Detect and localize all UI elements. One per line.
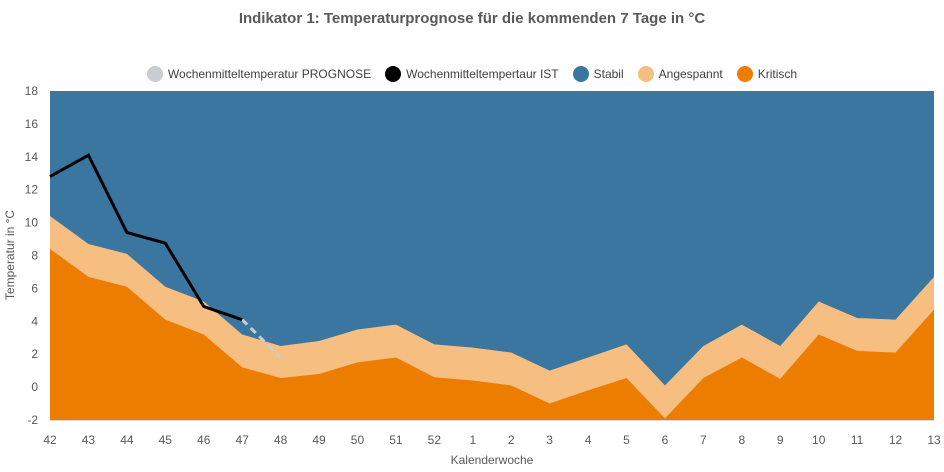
x-tick-label: 44 [120,433,134,447]
x-axis: 42 43 44 45 46 47 48 49 50 51 52 1 2 3 4 5 6 7 8 9 10 11 12 13 [43,420,941,447]
x-tick-label: 6 [662,433,669,447]
x-tick-label: 1 [469,433,476,447]
legend-item-angespannt: Angespannt [637,66,723,82]
y-axis-title: Temperatur in °C [3,210,17,300]
x-axis-title: Kalenderwoche [451,453,534,467]
x-tick-label: 7 [700,433,707,447]
legend-label: Angespannt [658,67,723,81]
area-layer [50,91,934,420]
y-tick-label: 18 [25,84,39,98]
legend-label: Kritisch [757,67,798,81]
y-tick-label: 2 [31,347,38,361]
line-prognose [241,318,282,359]
x-tick-label: 5 [623,433,630,447]
x-tick-label: 48 [274,433,288,447]
x-tick-label: 8 [738,433,745,447]
chart-title: Indikator 1: Temperaturprognose für die … [238,10,706,27]
x-tick-label: 2 [508,433,515,447]
area-stabil [50,91,934,420]
x-tick-label: 52 [428,433,442,447]
legend-item-prognose: Wochenmitteltemperatur PROGNOSE [146,66,372,82]
legend-swatch [146,66,163,82]
x-tick-label: 46 [197,433,211,447]
legend-item-kritisch: Kritisch [736,66,798,82]
legend-swatch [637,66,654,82]
y-tick-label: 6 [31,281,38,295]
y-tick-label: 8 [31,249,38,263]
line-ist [49,153,243,322]
x-tick-label: 12 [889,433,903,447]
area-kritisch [50,248,934,420]
x-tick-label: 10 [812,433,826,447]
x-tick-label: 11 [851,433,864,447]
x-tick-label: 47 [235,433,249,447]
legend-item-stabil: Stabil [572,66,624,82]
legend-label: Wochenmitteltemperatur PROGNOSE [167,67,372,81]
legend-swatch [736,66,753,82]
y-axis: -2 0 2 4 6 8 10 12 14 16 18 [25,84,39,427]
legend-swatch [385,66,402,82]
y-tick-label: 0 [31,380,38,394]
y-tick-label: 14 [25,150,39,164]
y-tick-label: 10 [25,216,39,230]
x-tick-label: 3 [546,433,553,447]
area-angespannt [50,216,934,420]
y-tick-label: 12 [25,183,39,197]
legend: Wochenmitteltemperatur PROGNOSE Wochenmi… [0,66,944,82]
legend-label: Wochenmitteltempertaur IST [406,67,559,81]
x-tick-label: 4 [585,433,592,447]
x-tick-label: 43 [82,433,96,447]
y-tick-label: 16 [25,117,39,131]
x-tick-label: 42 [43,433,57,447]
x-tick-label: 45 [159,433,173,447]
x-tick-label: 49 [312,433,326,447]
y-tick-label: -2 [27,413,38,427]
line-layer [49,153,282,359]
x-tick-label: 51 [389,433,403,447]
x-tick-label: 50 [351,433,365,447]
legend-label: Stabil [593,67,624,81]
legend-swatch [572,66,589,82]
x-tick-label: 9 [777,433,784,447]
x-tick-label: 13 [927,433,941,447]
legend-item-ist: Wochenmitteltempertaur IST [385,66,559,82]
y-tick-label: 4 [31,314,38,328]
